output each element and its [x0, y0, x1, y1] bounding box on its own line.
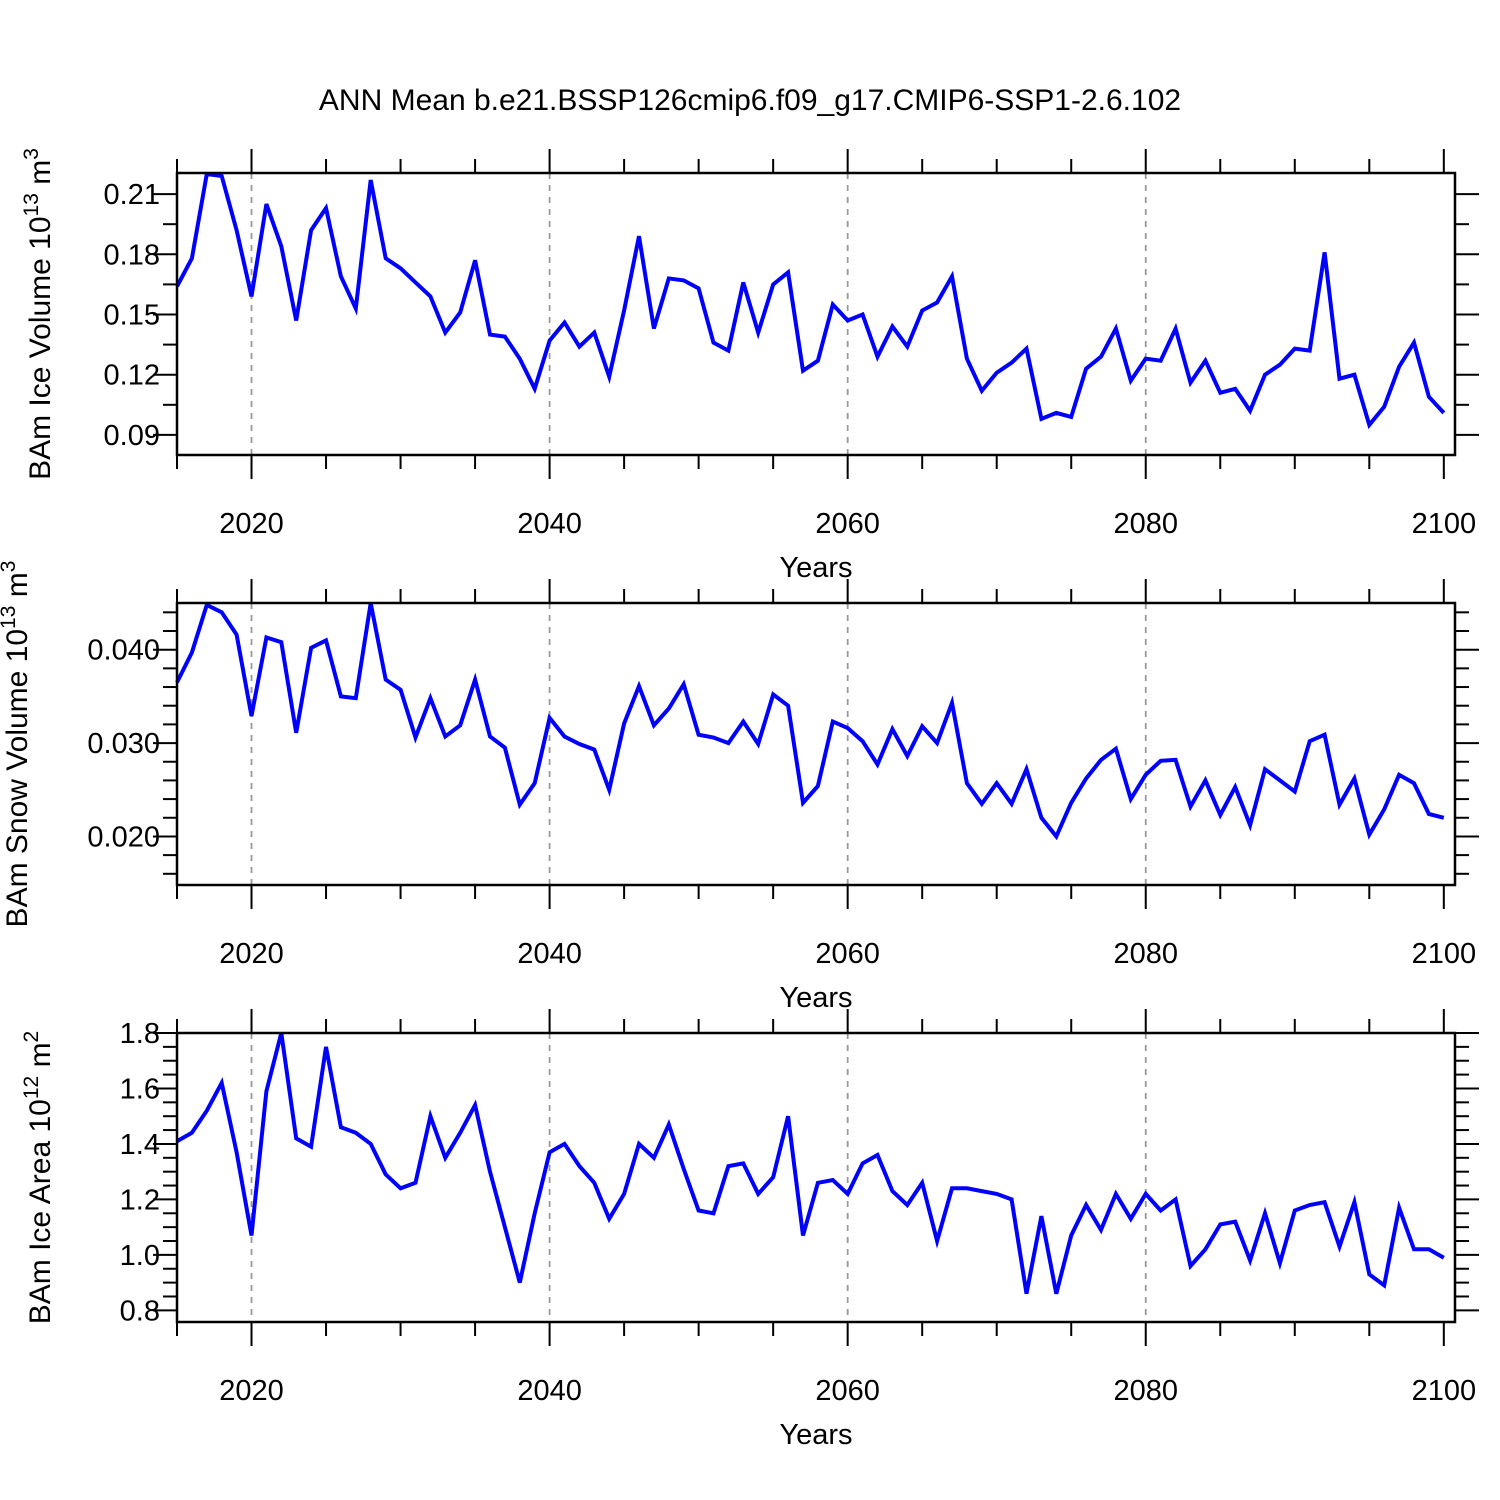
- ice-volume-line: [175, 171, 1446, 430]
- x-tick-label: 2020: [219, 508, 284, 540]
- x-tick-label: 2040: [517, 508, 582, 540]
- x-tick-label: 2100: [1412, 938, 1477, 970]
- y-tick-label: 0.15: [104, 300, 160, 332]
- x-tick-label: 2080: [1113, 508, 1178, 540]
- x-axis-title: Years: [779, 552, 852, 584]
- y-tick-label: 1.6: [120, 1073, 160, 1105]
- y-tick-label: 1.8: [120, 1018, 160, 1050]
- y-tick-label: 1.0: [120, 1240, 160, 1272]
- y-tick-label: 1.2: [120, 1184, 160, 1216]
- y-tick-label: 0.12: [104, 360, 160, 392]
- y-tick-label: 0.040: [87, 635, 160, 667]
- ice-area-line: [176, 1032, 1445, 1295]
- x-tick-label: 2060: [815, 938, 880, 970]
- y-tick-label: 0.8: [120, 1295, 160, 1327]
- snow-volume-axis-title: BAm Snow Volume 1013 m3: [0, 561, 34, 928]
- snow-volume-line: [175, 602, 1445, 841]
- y-tick-label: 0.09: [104, 420, 160, 452]
- x-tick-label: 2040: [517, 938, 582, 970]
- snow-volume-frame: [175, 601, 1457, 887]
- x-tick-label: 2020: [219, 938, 284, 970]
- y-tick-label: 0.18: [104, 239, 160, 271]
- x-tick-label: 2060: [815, 1375, 880, 1407]
- ice-area-axis-title: BAm Ice Area 1012 m2: [20, 1031, 57, 1325]
- x-tick-label: 2100: [1412, 1375, 1477, 1407]
- figure-title: ANN Mean b.e21.BSSP126cmip6.f09_g17.CMIP…: [318, 84, 1182, 117]
- ice-volume-axis-title: BAm Ice Volume 1013 m3: [20, 148, 57, 480]
- x-axis-title: Years: [779, 1419, 852, 1451]
- x-tick-label: 2080: [1113, 938, 1178, 970]
- y-tick-label: 0.030: [87, 728, 160, 760]
- ice-area-panel: 2020 2040 2060 2080 2100 0.8 1.0 1.2 1.4 1.6 1.8 Ye…: [20, 1009, 1479, 1451]
- x-tick-label: 2020: [219, 1375, 284, 1407]
- ice-volume-frame: [175, 171, 1457, 457]
- x-tick-label: 2100: [1412, 508, 1477, 540]
- y-tick-label: 1.4: [120, 1129, 160, 1161]
- ice-area-frame: [175, 1031, 1457, 1324]
- ice-volume-panel: 2020 2040 2060 2080 2100 0.09 0.12 0.15 0.18 0.21…: [20, 148, 1479, 584]
- x-axis-title: Years: [779, 982, 852, 1014]
- y-tick-label: 0.020: [87, 821, 160, 853]
- x-tick-label: 2080: [1113, 1375, 1178, 1407]
- x-tick-label: 2040: [517, 1375, 582, 1407]
- y-tick-label: 0.21: [104, 179, 160, 211]
- snow-volume-panel: 2020 2040 2060 2080 2100 0.020 0.030 0.040 Years…: [0, 561, 1479, 1014]
- x-tick-label: 2060: [815, 508, 880, 540]
